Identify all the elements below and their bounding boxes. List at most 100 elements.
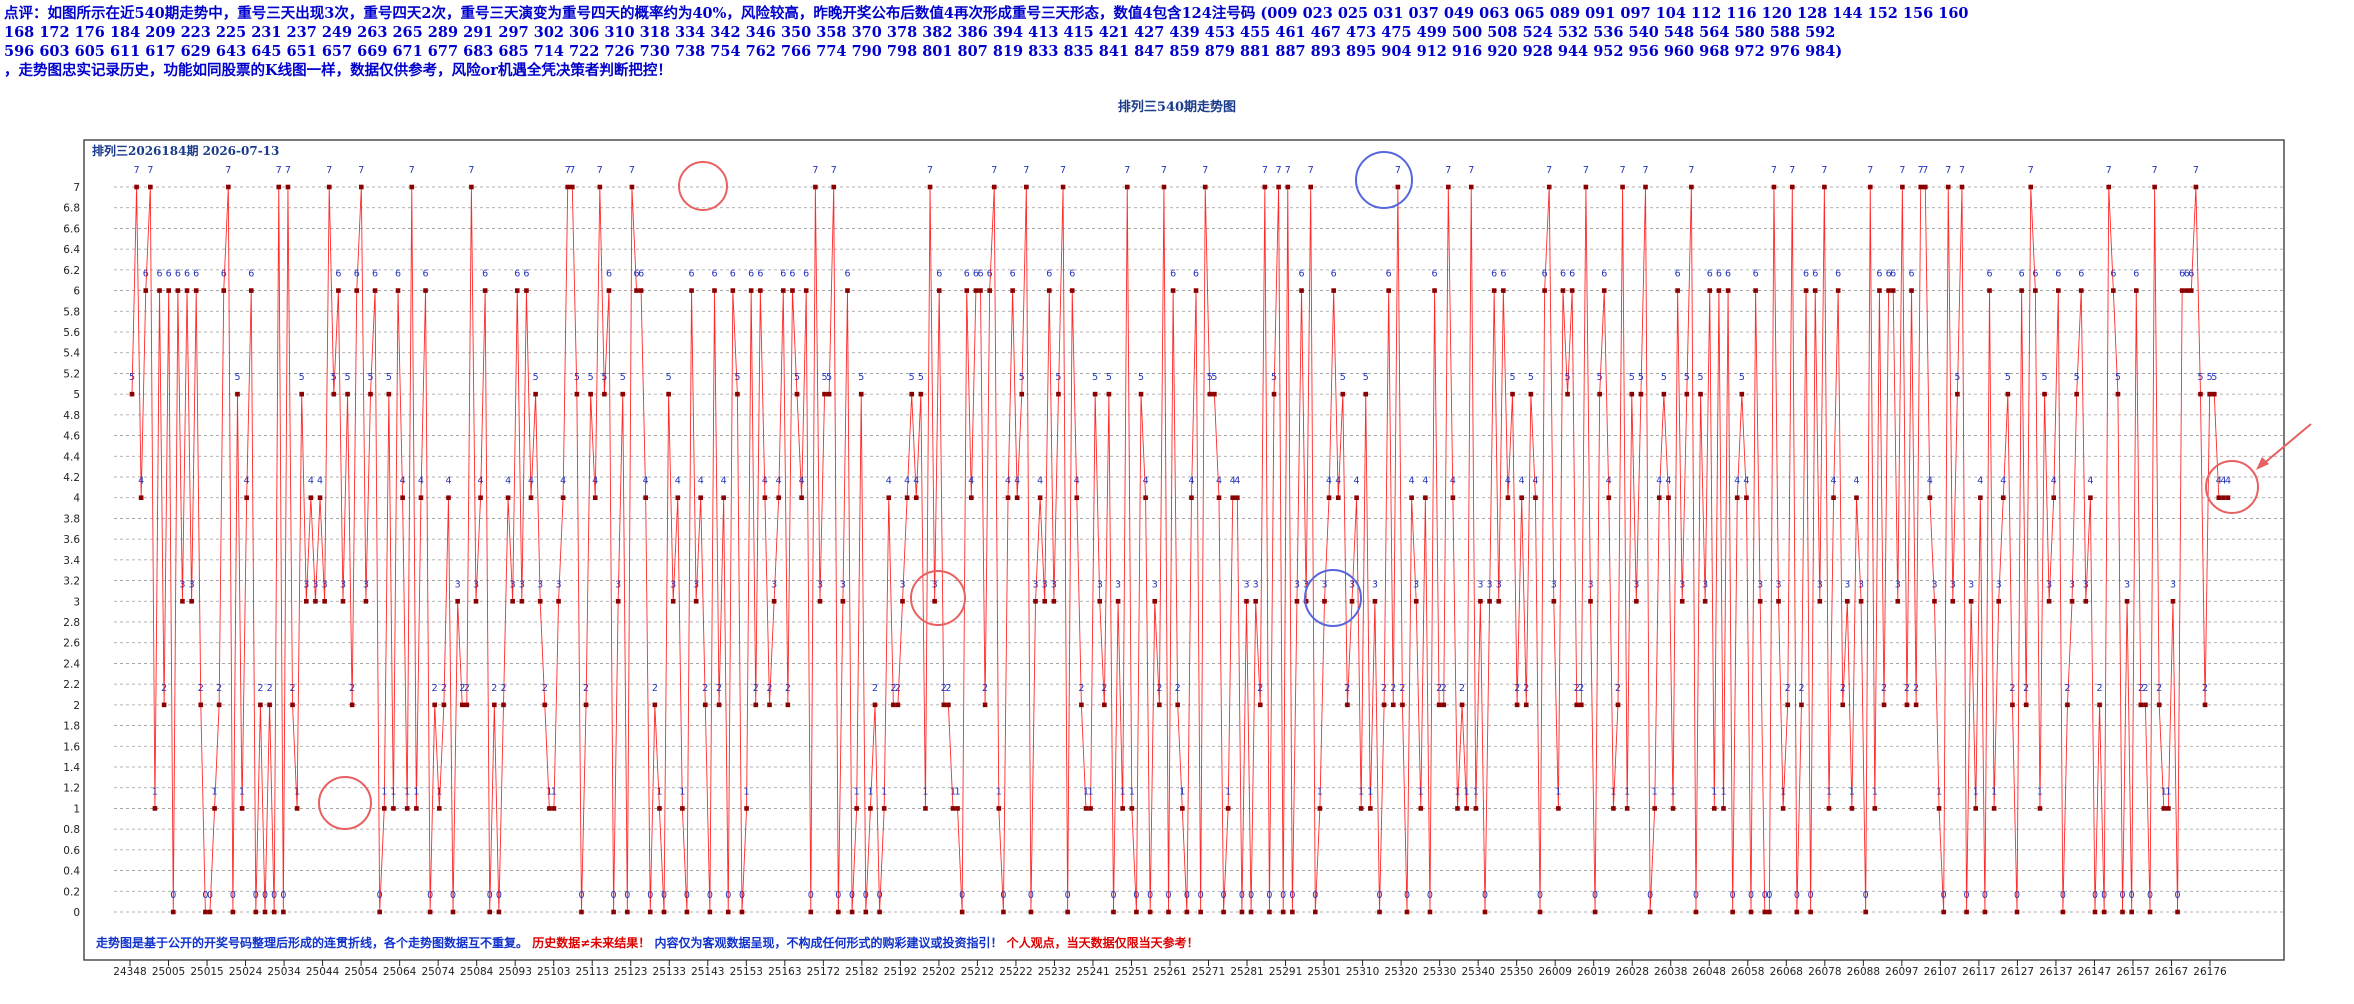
y-tick-label: 2.6: [63, 638, 80, 650]
data-label: 6: [2055, 269, 2061, 280]
data-label: 4: [1656, 476, 1662, 487]
data-label: 5: [1597, 372, 1603, 383]
data-point: [1739, 391, 1745, 397]
red-arrow: [2261, 423, 2312, 466]
data-label: 5: [129, 372, 135, 383]
data-label: 1: [1418, 786, 1424, 797]
data-label: 1: [1083, 786, 1089, 797]
data-point: [1831, 495, 1836, 501]
data-point: [1432, 288, 1437, 293]
data-label: 4: [2000, 476, 2006, 487]
data-label: 6: [1725, 269, 1731, 280]
data-label: 7: [1821, 165, 1827, 176]
data-label: 4: [138, 476, 144, 487]
data-label: 0: [1537, 890, 1543, 901]
data-point: [725, 909, 731, 915]
data-point: [794, 391, 800, 397]
commentary-line-4: ，走势图忠实记录历史，功能如同股票的K线图一样，数据仅供参考，风险or机遇全凭决…: [4, 62, 672, 79]
data-point: [771, 598, 777, 604]
data-label: 2: [257, 683, 263, 694]
data-point: [1368, 806, 1373, 811]
data-label: 0: [207, 890, 213, 901]
data-label: 0: [1147, 890, 1153, 901]
data-point: [2005, 391, 2011, 397]
data-label: 5: [2197, 372, 2203, 383]
data-point: [1973, 806, 1979, 811]
data-point: [1285, 184, 1291, 190]
data-label: 4: [904, 476, 910, 487]
red-circle-444: [2205, 460, 2259, 514]
data-label: 2: [1344, 683, 1350, 694]
data-point: [1161, 184, 1167, 190]
data-point: [1257, 702, 1263, 708]
red-arrow-head: [2256, 457, 2269, 470]
data-label: 5: [1739, 372, 1745, 383]
data-label: 1: [1120, 786, 1126, 797]
data-label: 4: [1831, 476, 1837, 487]
annotations: [318, 151, 2312, 830]
data-point: [1744, 495, 1749, 501]
data-label: 1: [239, 786, 245, 797]
data-point: [1459, 702, 1465, 708]
data-label: 3: [1679, 579, 1685, 590]
data-label: 0: [280, 890, 286, 901]
data-point: [1551, 598, 1557, 604]
x-tick-label: 26068: [1770, 966, 1803, 978]
data-point: [991, 184, 997, 190]
data-point: [1978, 495, 1983, 501]
data-label: 5: [601, 372, 607, 383]
data-label: 2: [161, 683, 167, 694]
data-point: [230, 909, 236, 915]
data-label: 3: [1477, 579, 1483, 590]
commentary-line-3: 596 603 605 611 617 629 643 645 651 657 …: [4, 43, 1843, 60]
data-point: [1757, 598, 1763, 604]
data-label: 0: [1221, 890, 1227, 901]
data-label: 4: [1743, 476, 1749, 487]
blue-circle-3333: [1304, 569, 1362, 627]
data-point: [693, 598, 699, 604]
data-point: [299, 391, 304, 397]
data-point: [1404, 909, 1410, 915]
data-label: 0: [611, 890, 617, 901]
data-label: 4: [721, 476, 727, 487]
data-point: [1482, 909, 1488, 915]
data-point: [2161, 806, 2167, 811]
data-label: 4: [478, 476, 484, 487]
data-label: 4: [418, 476, 424, 487]
data-point: [354, 288, 360, 293]
x-tick-label: 25153: [730, 966, 763, 978]
x-tick-label: 26088: [1847, 966, 1880, 978]
data-label: 6: [175, 269, 181, 280]
x-tick-label: 25301: [1307, 966, 1340, 978]
data-point: [336, 288, 341, 293]
data-label: 7: [927, 165, 933, 176]
data-point: [2074, 391, 2079, 397]
data-point: [326, 184, 332, 190]
data-label: 2: [1881, 683, 1887, 694]
data-point: [2106, 184, 2112, 190]
data-label: 6: [1886, 269, 1892, 280]
data-point: [1533, 495, 1538, 501]
data-point: [973, 288, 979, 293]
data-point: [2060, 909, 2066, 915]
data-label: 5: [858, 372, 864, 383]
data-point: [661, 909, 667, 915]
y-tick-label: 6.8: [63, 203, 80, 215]
data-label: 2: [290, 683, 296, 694]
data-label: 1: [744, 786, 750, 797]
data-point: [1115, 598, 1121, 604]
data-label: 4: [698, 476, 704, 487]
data-point: [1051, 598, 1057, 604]
data-label: 2: [753, 683, 759, 694]
data-point: [1331, 288, 1336, 293]
data-point: [1945, 184, 1951, 190]
data-point: [987, 288, 992, 293]
data-point: [1024, 184, 1029, 190]
data-point: [1620, 184, 1625, 190]
data-label: 3: [1349, 579, 1355, 590]
data-label: 3: [1413, 579, 1419, 590]
red-circle-333: [910, 570, 966, 626]
data-point: [2069, 598, 2075, 604]
data-label: 6: [711, 269, 717, 280]
y-tick-label: 2: [73, 700, 80, 712]
